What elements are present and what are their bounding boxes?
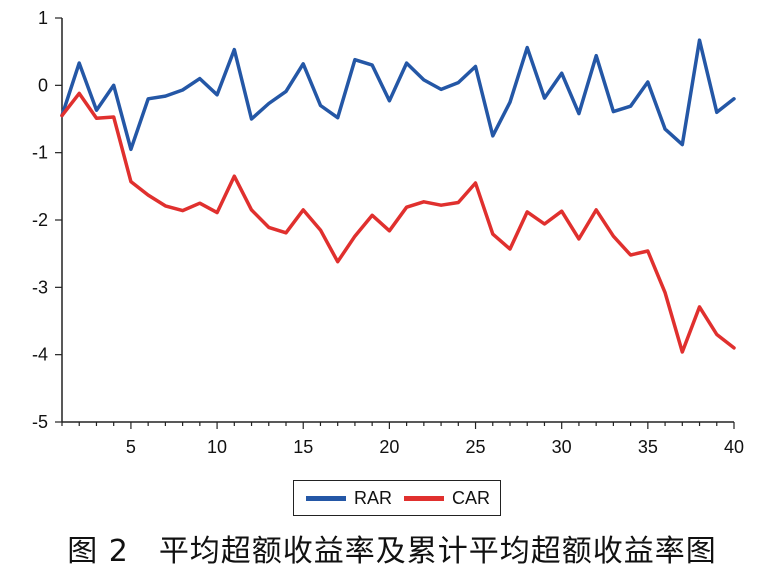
legend-label-car: CAR xyxy=(452,487,491,508)
figure-caption: 图 2 平均超额收益率及累计平均超额收益率图 xyxy=(0,526,784,570)
y-tick-label: -5 xyxy=(32,412,48,432)
chart-legend: RAR CAR xyxy=(293,480,501,516)
x-tick-label: 5 xyxy=(126,437,136,457)
y-tick-label: -3 xyxy=(32,277,48,297)
x-tick-label: 25 xyxy=(466,437,486,457)
figure-title: 平均超额收益率及累计平均超额收益率图 xyxy=(158,534,717,569)
x-tick-label: 35 xyxy=(638,437,658,457)
x-tick-label: 10 xyxy=(207,437,227,457)
x-tick-label: 30 xyxy=(552,437,572,457)
y-tick-label: -4 xyxy=(32,345,48,365)
y-tick-label: 1 xyxy=(38,8,48,28)
legend-item-rar: RAR xyxy=(306,488,392,509)
legend-swatch-car xyxy=(404,495,445,501)
series-line-rar xyxy=(60,38,736,152)
y-tick-label: -1 xyxy=(32,143,48,163)
chart-lines xyxy=(60,38,736,354)
legend-swatch-rar xyxy=(306,495,346,501)
y-tick-label: 0 xyxy=(38,75,48,95)
legend-item-car: CAR xyxy=(404,488,490,509)
x-tick-label: 40 xyxy=(724,437,744,457)
x-tick-label: 20 xyxy=(379,437,399,457)
x-tick-label: 15 xyxy=(293,437,313,457)
series-line-car xyxy=(60,91,736,354)
legend-label-rar: RAR xyxy=(354,487,393,508)
figure-number: 图 2 xyxy=(67,534,129,569)
y-tick-label: -2 xyxy=(32,210,48,230)
